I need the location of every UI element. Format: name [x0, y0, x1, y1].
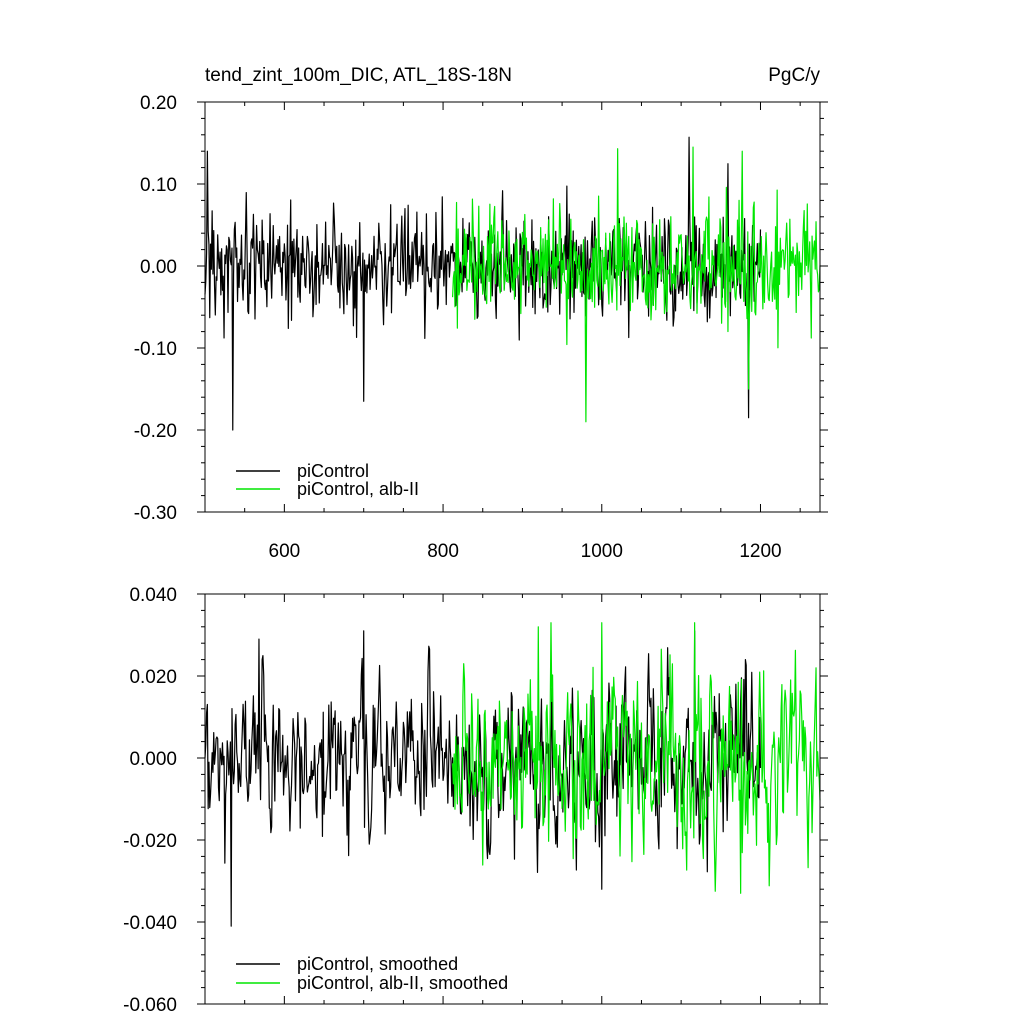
- series-line-picontrol-smoothed: [204, 630, 762, 927]
- legend-label-picontrol-alb-ii: piControl, alb-II: [297, 479, 419, 499]
- top-panel: tend_zint_100m_DIC, ATL_18S-18N PgC/y -0…: [134, 65, 828, 562]
- y-tick-label: -0.30: [134, 503, 177, 524]
- y-tick-label: 0.000: [129, 749, 177, 770]
- bottom-panel: -0.060 -0.040 -0.020 0.000 0.020 0.040 piCont…: [123, 585, 828, 1016]
- x-tick-label: 1200: [739, 541, 781, 562]
- legend-label-picontrol-alb-ii-smoothed: piControl, alb-II, smoothed: [297, 973, 508, 993]
- bottom-series-lines: [204, 622, 821, 927]
- series-line-picontrol-alb-ii-smoothed: [451, 622, 821, 894]
- y-tick-label: -0.10: [134, 339, 177, 360]
- y-tick-label: -0.020: [123, 831, 177, 852]
- top-legend: piControl piControl, alb-II: [236, 461, 419, 499]
- x-tick-label: 600: [269, 541, 301, 562]
- y-tick-label: 0.00: [140, 257, 177, 278]
- y-tick-label: -0.040: [123, 913, 177, 934]
- legend-label-picontrol-smoothed: piControl, smoothed: [297, 954, 458, 974]
- top-series-lines: [204, 136, 821, 431]
- y-tick-label: 0.20: [140, 93, 177, 114]
- legend-label-picontrol: piControl: [297, 461, 369, 481]
- x-tick-label: 1000: [581, 541, 623, 562]
- bottom-axis-ticks: [197, 593, 828, 1005]
- bottom-y-tick-labels: -0.060 -0.040 -0.020 0.000 0.020 0.040: [123, 585, 177, 1016]
- top-plot-frame: [204, 101, 821, 513]
- y-tick-label: 0.10: [140, 175, 177, 196]
- bottom-plot-frame: [204, 593, 821, 1005]
- bottom-legend: piControl, smoothed piControl, alb-II, s…: [236, 954, 508, 993]
- chart-units: PgC/y: [768, 65, 820, 86]
- x-tick-label: 800: [427, 541, 459, 562]
- y-tick-label: -0.060: [123, 995, 177, 1016]
- y-tick-label: 0.040: [129, 585, 177, 606]
- top-y-tick-labels: -0.30 -0.20 -0.10 0.00 0.10 0.20: [134, 93, 177, 524]
- series-line-picontrol-alb-ii: [451, 146, 821, 423]
- top-axis-ticks: [197, 101, 828, 513]
- chart-title: tend_zint_100m_DIC, ATL_18S-18N: [205, 65, 512, 86]
- y-tick-label: -0.20: [134, 421, 177, 442]
- y-tick-label: 0.020: [129, 667, 177, 688]
- top-x-tick-labels: 600 800 1000 1200: [269, 541, 782, 562]
